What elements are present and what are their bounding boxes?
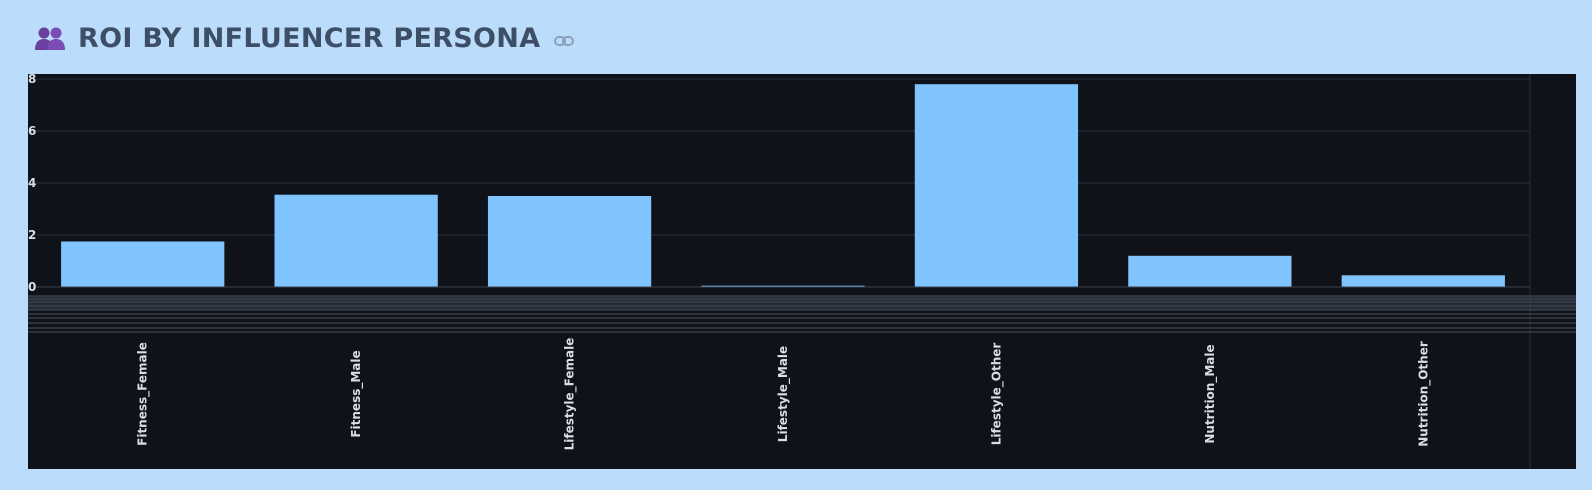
- y-tick-label: 8: [28, 74, 36, 86]
- link-icon[interactable]: [554, 33, 575, 47]
- y-tick-label: 0: [28, 280, 36, 294]
- x-tick-label: Fitness_Male: [349, 350, 364, 437]
- y-tick-label: 6: [28, 124, 36, 138]
- chart-header: ROI BY INFLUENCER PERSONA: [34, 14, 575, 62]
- y-tick-label: 2: [28, 228, 36, 242]
- rangeslider-band: [28, 296, 1576, 310]
- y-tick-label: 4: [28, 176, 36, 190]
- chart-canvas: 0 2 4 6 8 Fitness_Female Fitness_Male Lifestyle…: [28, 74, 1576, 469]
- bar: [1128, 255, 1292, 287]
- x-tick-label: Nutrition_Male: [1203, 344, 1218, 443]
- x-tick-label: Lifestyle_Male: [776, 346, 791, 442]
- x-tick-label: Fitness_Female: [136, 342, 151, 446]
- bar: [701, 285, 865, 287]
- roi-bar-chart: 0 2 4 6 8 Fitness_Female Fitness_Male Lifestyle…: [28, 74, 1576, 469]
- page-title: ROI BY INFLUENCER PERSONA: [78, 22, 541, 54]
- bar: [487, 196, 652, 287]
- x-tick-label: Lifestyle_Female: [563, 338, 578, 451]
- bar: [1341, 275, 1505, 287]
- bar: [914, 84, 1079, 287]
- bar: [61, 241, 225, 287]
- bar: [274, 194, 438, 287]
- x-tick-label: Lifestyle_Other: [989, 343, 1004, 446]
- people-icon: [34, 24, 66, 52]
- x-tick-label: Nutrition_Other: [1416, 341, 1431, 447]
